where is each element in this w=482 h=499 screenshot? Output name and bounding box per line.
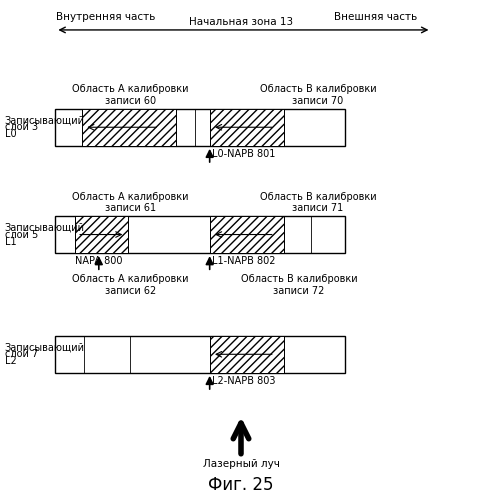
Text: Область А калибровки
записи 62: Область А калибровки записи 62: [72, 274, 188, 296]
Bar: [210, 216, 284, 253]
Text: Область В калибровки
записи 70: Область В калибровки записи 70: [260, 84, 376, 106]
Text: L2-NAPB 803: L2-NAPB 803: [212, 376, 276, 386]
Bar: [210, 216, 284, 253]
Bar: [210, 335, 284, 373]
Bar: [82, 109, 176, 146]
Bar: [75, 216, 128, 253]
Bar: [75, 216, 128, 253]
Text: Область В калибровки
записи 72: Область В калибровки записи 72: [241, 274, 357, 296]
Bar: [82, 109, 176, 146]
Bar: [55, 216, 345, 253]
Text: Записывающий: Записывающий: [5, 342, 85, 352]
Text: L2: L2: [5, 356, 16, 366]
Text: Внешняя часть: Внешняя часть: [335, 12, 417, 22]
Bar: [210, 109, 284, 146]
Bar: [210, 335, 284, 373]
Text: L1: L1: [5, 237, 16, 247]
Text: Лазерный луч: Лазерный луч: [202, 459, 280, 469]
Text: Записывающий: Записывающий: [5, 115, 85, 125]
Text: NAPA 800: NAPA 800: [75, 256, 122, 266]
Text: L1-NAPB 802: L1-NAPB 802: [212, 256, 276, 266]
Text: Внутренняя часть: Внутренняя часть: [56, 12, 156, 22]
Text: Область В калибровки
записи 71: Область В калибровки записи 71: [260, 192, 376, 214]
Bar: [210, 109, 284, 146]
Text: Начальная зона 13: Начальная зона 13: [189, 17, 293, 27]
Text: Область А калибровки
записи 61: Область А калибровки записи 61: [72, 192, 188, 214]
Bar: [55, 109, 345, 146]
Text: слой 5: слой 5: [5, 230, 38, 240]
Text: слой 7: слой 7: [5, 349, 38, 359]
Text: Фиг. 25: Фиг. 25: [208, 476, 274, 494]
Text: L0: L0: [5, 129, 16, 139]
Text: L0-NAPB 801: L0-NAPB 801: [212, 149, 275, 159]
Text: слой 3: слой 3: [5, 122, 38, 132]
Bar: [55, 335, 345, 373]
Text: Записывающий: Записывающий: [5, 223, 85, 233]
Text: Область А калибровки
записи 60: Область А калибровки записи 60: [72, 84, 188, 106]
